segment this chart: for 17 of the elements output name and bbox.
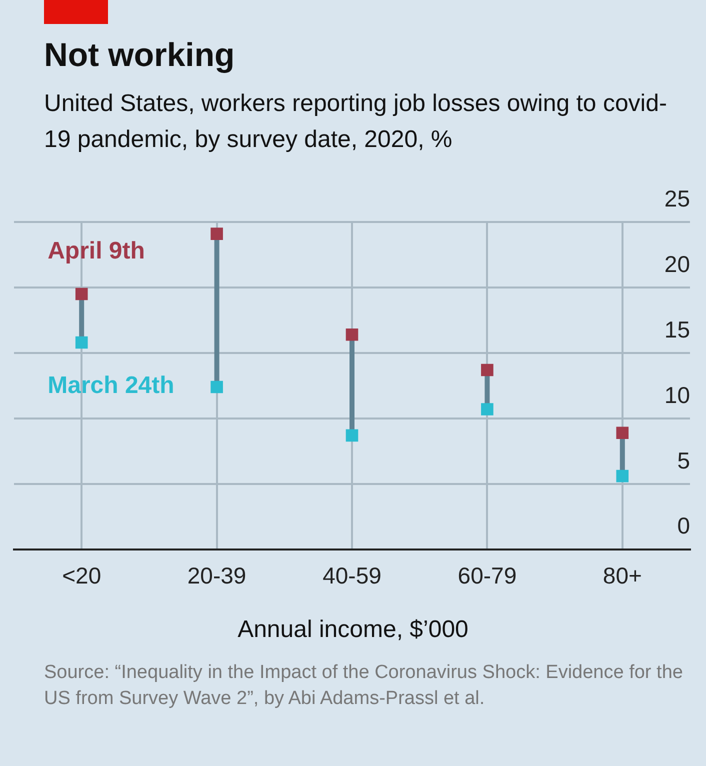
y-tick-label: 10 <box>664 382 690 408</box>
x-tick-label: 40-59 <box>322 562 382 589</box>
y-tick-label: 0 <box>677 512 690 539</box>
x-tick-label: <20 <box>62 562 102 589</box>
chart-subtitle: United States, workers reporting job losses owing to covid-19 pandemic, by survey date, 2020, % <box>44 89 668 155</box>
y-tick-label: 5 <box>677 447 690 474</box>
y-tick-label: 20 <box>664 250 690 277</box>
y-tick-label: 15 <box>664 316 690 342</box>
chart-title: Not working <box>44 36 235 74</box>
x-axis-title: Annual income, $’000 <box>236 616 470 644</box>
source-note: Source: “Inequality in the Impact of the Coronavirus Shock: Evidence for the US from Survey Wave 2”, by Abi Adams-Prassl et al. <box>44 661 684 711</box>
y-tick-label: 25 <box>664 185 690 212</box>
x-tick-label: 80+ <box>602 562 642 589</box>
series-label: April 9th <box>48 238 145 265</box>
x-tick-label: 20-39 <box>187 562 246 589</box>
series-label: March 24th <box>48 372 174 400</box>
x-tick-label: 60-79 <box>458 562 517 589</box>
